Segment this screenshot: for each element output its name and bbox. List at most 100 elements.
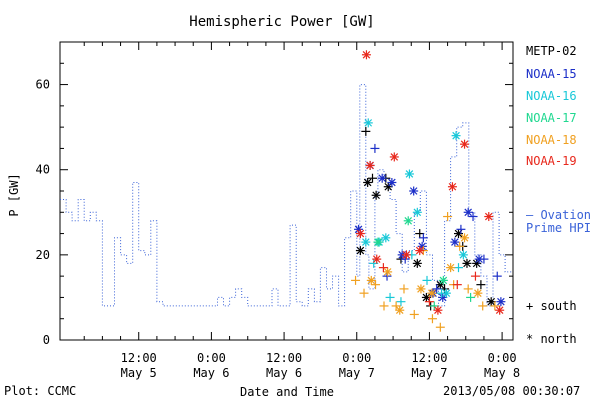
point-noaa-19-north <box>460 139 470 149</box>
point-noaa-18-south <box>427 314 437 324</box>
point-noaa-18-north <box>383 267 393 277</box>
point-noaa-17-north <box>373 237 383 247</box>
point-noaa-16-south <box>437 288 447 298</box>
x-tick-label-time: 0:00 <box>488 351 517 365</box>
point-noaa-19-north <box>433 305 443 315</box>
y-tick-label: 0 <box>43 333 50 347</box>
point-noaa-16-north <box>361 237 371 247</box>
ovation-legend-line-1: — Ovation <box>526 208 592 222</box>
point-noaa-18-south <box>443 212 453 222</box>
point-noaa-18-south <box>455 241 465 251</box>
plot-credit: Plot: CCMC <box>4 384 77 398</box>
point-noaa-19-north <box>372 254 382 264</box>
point-noaa-15-north <box>409 186 419 196</box>
point-noaa-19-north <box>484 212 494 222</box>
point-noaa-17-north <box>403 216 413 226</box>
point-noaa-16-north <box>451 131 461 141</box>
point-noaa-15-north <box>463 207 473 217</box>
point-metp-02-north <box>412 258 422 268</box>
point-metp-02-north <box>486 297 496 307</box>
point-noaa-16-south <box>396 297 406 307</box>
point-metp-02-north <box>363 177 373 187</box>
point-metp-02-south <box>367 173 377 183</box>
point-noaa-16-north <box>363 118 373 128</box>
point-noaa-19-north <box>355 229 365 239</box>
x-tick-label-date: May 7 <box>411 366 447 380</box>
legend-noaa-19: NOAA-19 <box>526 154 577 168</box>
point-noaa-15-north <box>377 173 387 183</box>
point-metp-02-south <box>361 126 371 136</box>
point-noaa-15-north <box>496 297 506 307</box>
point-noaa-16-south <box>385 292 395 302</box>
point-noaa-18-north <box>416 284 426 294</box>
legend-north-symbol: * north <box>526 332 577 346</box>
y-tick-label: 20 <box>36 248 50 262</box>
point-noaa-18-north <box>473 288 483 298</box>
point-noaa-15-south <box>432 284 442 294</box>
point-noaa-18-south <box>391 301 401 311</box>
point-noaa-19-north <box>365 160 375 170</box>
point-noaa-19-south <box>470 271 480 281</box>
x-tick-label-time: 12:00 <box>121 351 157 365</box>
point-noaa-16-north <box>458 250 468 260</box>
y-tick-label: 40 <box>36 163 50 177</box>
point-noaa-18-south <box>399 284 409 294</box>
ovation-prime-hpi-line <box>60 84 513 307</box>
point-noaa-19-north <box>401 250 411 260</box>
point-noaa-18-south <box>351 275 361 285</box>
x-tick-label-date: May 8 <box>484 366 520 380</box>
y-tick-label: 60 <box>36 78 50 92</box>
point-metp-02-north <box>355 246 365 256</box>
x-tick-label-date: May 6 <box>193 366 229 380</box>
point-noaa-19-north <box>447 182 457 192</box>
point-metp-02-north <box>371 190 381 200</box>
point-noaa-19-south <box>452 280 462 290</box>
point-noaa-18-north <box>446 263 456 273</box>
point-noaa-15-north <box>450 237 460 247</box>
y-axis-label: P [GW] <box>7 173 21 216</box>
point-noaa-18-south <box>371 280 381 290</box>
x-axis-label: Date and Time <box>240 385 334 399</box>
satellite-points <box>351 50 506 332</box>
point-noaa-15-south <box>456 224 466 234</box>
point-noaa-19-north <box>495 305 505 315</box>
point-noaa-19-south <box>378 263 388 273</box>
point-noaa-18-north <box>427 288 437 298</box>
legend-noaa-16: NOAA-16 <box>526 89 577 103</box>
point-noaa-15-north <box>387 177 397 187</box>
x-tick-label-date: May 5 <box>121 366 157 380</box>
chart-title: Hemispheric Power [GW] <box>189 14 374 30</box>
x-tick-label-time: 12:00 <box>411 351 447 365</box>
point-noaa-16-north <box>381 233 391 243</box>
point-noaa-17-south <box>466 292 476 302</box>
point-noaa-17-south <box>429 301 439 311</box>
x-tick-label-date: May 7 <box>339 366 375 380</box>
point-metp-02-north <box>462 258 472 268</box>
x-tick-label-date: May 6 <box>266 366 302 380</box>
point-noaa-19-north <box>389 152 399 162</box>
point-metp-02-north <box>453 229 463 239</box>
plot-timestamp: 2013/05/08 00:30:07 <box>443 384 581 398</box>
point-noaa-18-north <box>395 305 405 315</box>
x-tick-label-time: 12:00 <box>266 351 302 365</box>
point-noaa-18-south <box>379 301 389 311</box>
point-noaa-18-south <box>359 288 369 298</box>
legend-metp-02: METP-02 <box>526 44 577 58</box>
point-noaa-16-north <box>412 207 422 217</box>
point-noaa-16-south <box>453 263 463 273</box>
point-noaa-18-south <box>409 309 419 319</box>
point-noaa-18-south <box>463 284 473 294</box>
point-noaa-18-north <box>460 233 470 243</box>
x-tick-label-time: 0:00 <box>197 351 226 365</box>
legend-noaa-15: NOAA-15 <box>526 67 577 81</box>
point-noaa-16-north <box>404 169 414 179</box>
point-metp-02-south <box>476 280 486 290</box>
point-noaa-19-south <box>424 297 434 307</box>
point-metp-02-south <box>415 229 425 239</box>
point-noaa-18-south <box>478 301 488 311</box>
point-noaa-19-north <box>415 246 425 256</box>
point-noaa-18-south <box>435 322 445 332</box>
point-noaa-19-north <box>361 50 371 60</box>
